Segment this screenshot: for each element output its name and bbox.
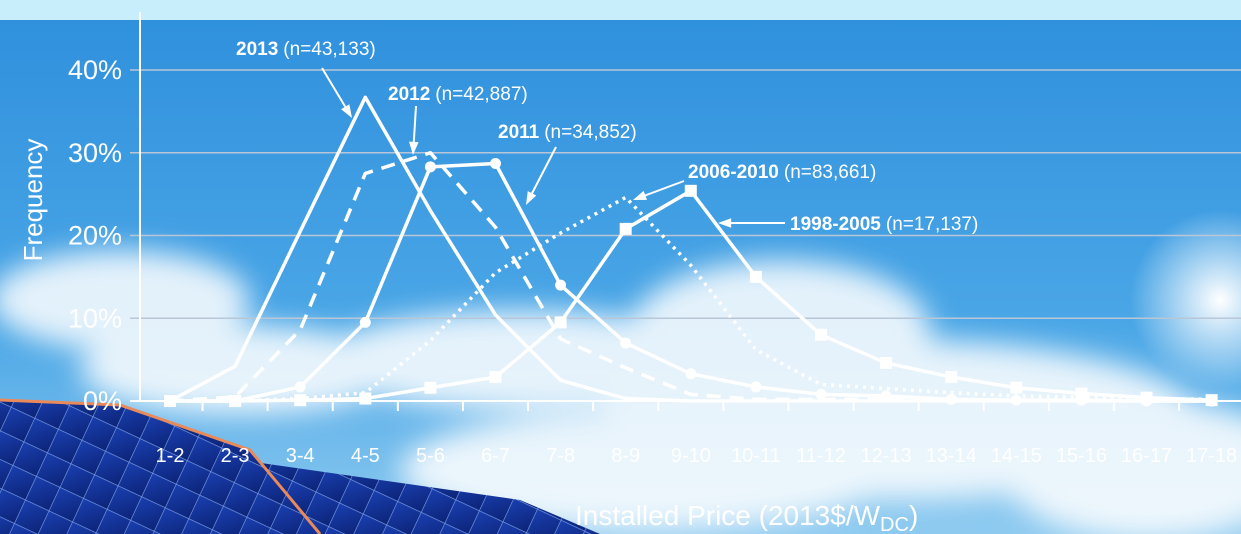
- data-point: [1010, 394, 1022, 406]
- annotation-arrowhead: [718, 218, 732, 228]
- series-note: (n=83,661): [784, 162, 876, 183]
- x-tick-label: 5-6: [416, 445, 445, 467]
- series-note: (n=43,133): [283, 39, 375, 60]
- data-point: [880, 356, 893, 369]
- series-name: 2013: [236, 39, 278, 60]
- series-name: 2006-2010: [688, 162, 779, 183]
- x-tick-label: 3-4: [286, 445, 315, 467]
- data-point: [294, 394, 307, 407]
- data-point: [685, 368, 697, 380]
- x-tick-label: 9-10: [671, 445, 711, 467]
- data-point: [359, 316, 371, 328]
- annotation-arrow: [640, 180, 685, 199]
- x-axis-label: Installed Price (2013$/WDC): [575, 500, 918, 534]
- data-point: [945, 371, 958, 384]
- annotation-arrowhead: [526, 191, 537, 205]
- x-tick-label: 16-17: [1121, 445, 1172, 467]
- x-tick-label: 1-2: [156, 445, 185, 467]
- data-point: [619, 222, 632, 235]
- data-point: [229, 395, 242, 407]
- data-point: [750, 381, 762, 393]
- series-line: [170, 195, 1212, 403]
- series-note: (n=17,137): [886, 214, 978, 235]
- data-point: [359, 392, 372, 405]
- data-point: [294, 381, 306, 393]
- x-tick-label: 12-13: [861, 445, 912, 467]
- x-axis-label-main: Installed Price (2013$/W: [575, 500, 881, 531]
- data-point: [489, 371, 502, 384]
- x-axis-label-sub: DC: [880, 514, 909, 534]
- x-tick-label: 7-8: [546, 445, 575, 467]
- data-point: [620, 337, 632, 349]
- annotation-arrowhead: [341, 104, 352, 118]
- y-tick-label: 40%: [68, 55, 122, 85]
- x-tick-label: 2-3: [221, 445, 250, 467]
- data-point: [749, 270, 762, 283]
- annotation-arrow: [321, 67, 349, 112]
- data-point: [1010, 381, 1023, 394]
- series-name: 1998-2005: [790, 214, 881, 235]
- data-point: [554, 316, 567, 329]
- y-axis-label: Frequency: [18, 139, 48, 262]
- series-annotation: 1998-2005 (n=17,137): [790, 214, 978, 235]
- y-tick-label: 0%: [83, 386, 122, 416]
- x-tick-label: 13-14: [926, 445, 977, 467]
- data-point: [490, 158, 501, 170]
- series-annotation: 2012 (n=42,887): [388, 84, 528, 105]
- data-point: [815, 328, 827, 341]
- data-point: [945, 393, 957, 405]
- annotation-arrow: [528, 146, 557, 199]
- data-point: [424, 161, 436, 173]
- annotation-arrowhead: [633, 190, 647, 200]
- data-point: [424, 381, 437, 394]
- x-tick-label: 14-15: [991, 445, 1042, 467]
- x-axis-label-end: ): [909, 500, 918, 531]
- y-tick-label: 30%: [68, 138, 122, 168]
- series-annotation: 2011 (n=34,852): [498, 122, 637, 143]
- x-tick-label: 17-18: [1186, 445, 1237, 467]
- series-name: 2011: [498, 122, 540, 143]
- data-point: [880, 390, 892, 402]
- x-tick-label: 15-16: [1056, 445, 1107, 467]
- data-point: [1205, 394, 1218, 407]
- x-tick-label: 4-5: [351, 445, 380, 467]
- data-point: [555, 279, 567, 291]
- data-point: [1075, 387, 1088, 400]
- series-note: (n=34,852): [544, 122, 636, 143]
- x-tick-label: 10-11: [731, 445, 781, 467]
- series-annotation: 2013 (n=43,133): [236, 39, 376, 60]
- data-point: [684, 184, 697, 197]
- y-tick-label: 10%: [68, 303, 122, 333]
- x-tick-label: 11-12: [796, 445, 846, 467]
- series-note: (n=42,887): [435, 84, 527, 105]
- annotation-arrowhead: [409, 141, 419, 155]
- data-point: [1140, 391, 1153, 404]
- data-point: [164, 395, 176, 407]
- data-point: [815, 388, 827, 400]
- x-tick-label: 8-9: [611, 445, 640, 467]
- series-annotation: 2006-2010 (n=83,661): [688, 162, 876, 183]
- series-name: 2012: [388, 84, 430, 105]
- y-tick-label: 20%: [68, 221, 122, 251]
- annotation-arrow: [412, 105, 417, 148]
- x-tick-label: 6-7: [481, 445, 510, 467]
